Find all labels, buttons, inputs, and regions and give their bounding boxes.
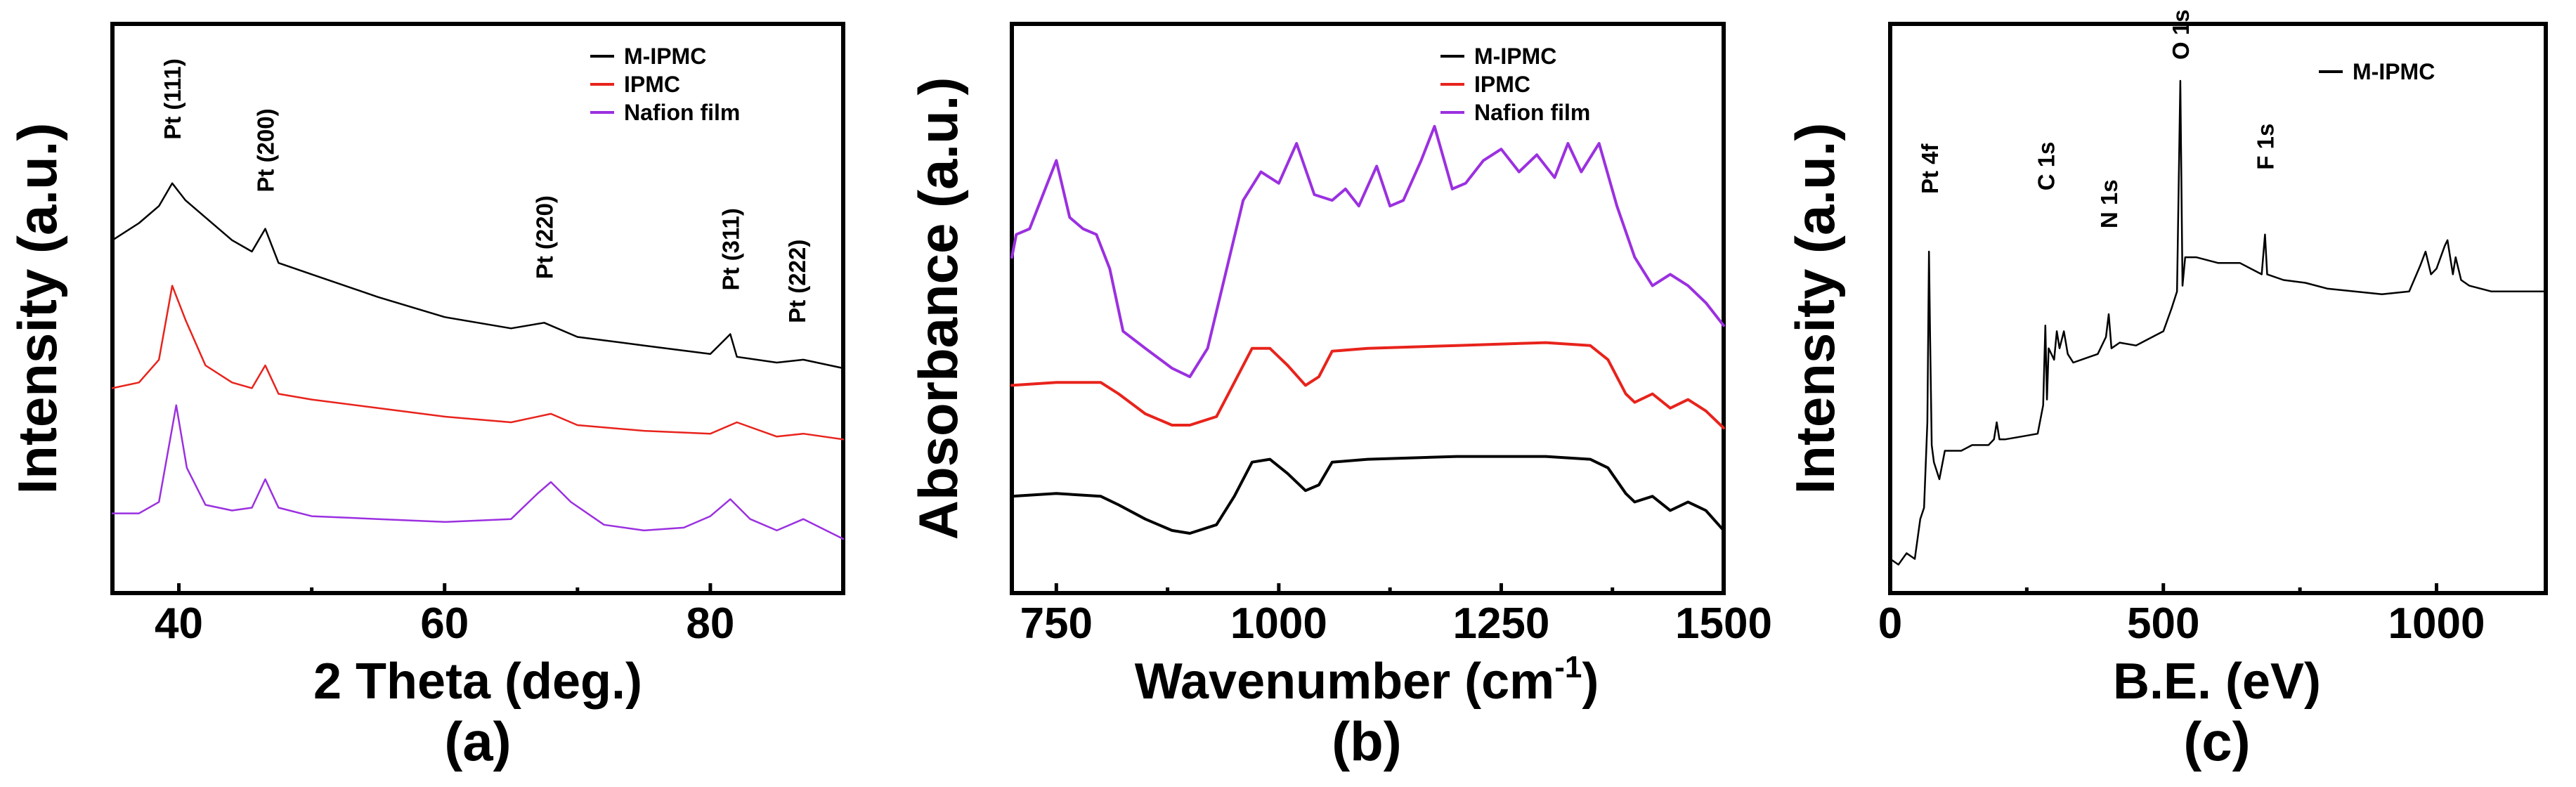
panel-a-y-axis-label: Intensity (a.u.) [6, 123, 68, 495]
panel-b-series-nafion-film [1010, 124, 1725, 379]
panel-b-x-tick-label: 1000 [1230, 599, 1327, 648]
panel-b-x-axis-label-superscript: -1 [1554, 650, 1582, 684]
panel-a-x-axis-label: 2 Theta (deg.) [313, 653, 642, 710]
panel-b-x-tick-label: 750 [1020, 599, 1093, 648]
panel-c-x-axis-label: B.E. (eV) [2113, 653, 2321, 710]
panel-c-annotations: Pt 4f C 1s N 1s O 1s F 1s [1917, 9, 2278, 228]
panel-b-legend-label: M-IPMC [1474, 44, 1556, 69]
panel-a: 40 60 80 Pt (111)Pt (200)Pt (220) Pt (311) P… [6, 22, 845, 772]
panel-a-label: (a) [444, 710, 511, 772]
panel-b-series-group [1010, 124, 1725, 535]
panel-c-y-axis-label: Intensity (a.u.) [1784, 123, 1846, 495]
panel-b-x-axis-label: Wavenumber (cm-1) [1135, 650, 1599, 710]
panel-b-x-axis-label-main: Wavenumber (cm [1135, 653, 1554, 710]
panel-b-legend: M-IPMC IPMC Nafion film [1440, 44, 1590, 125]
panel-b-x-tick-label: 1500 [1675, 599, 1772, 648]
panel-a-legend-label: Nafion film [624, 100, 740, 125]
panel-b: 750 1000 1250 1500 M-IPMC IPMC Nafion film Ab… [907, 22, 1772, 772]
panel-a-x-tick-label: 60 [420, 599, 469, 648]
panel-a-x-tick-label: 40 [155, 599, 203, 648]
panel-c-series-group [1889, 79, 2547, 566]
panel-b-label: (b) [1332, 710, 1402, 772]
panel-b-legend-label: Nafion film [1474, 100, 1590, 125]
panel-c-peak-annotation: C 1s [2034, 142, 2060, 191]
panel-b-y-axis-label: Absorbance (a.u.) [907, 77, 969, 540]
panel-a-legend-label: M-IPMC [624, 44, 706, 69]
panel-a-x-tick-label: 80 [686, 599, 734, 648]
panel-b-series-m-ipmc [1010, 455, 1725, 535]
panel-c-peak-annotation: Pt 4f [1917, 143, 1943, 194]
panel-b-x-axis-label-suffix: ) [1582, 653, 1599, 710]
panel-c-x-tick-label: 500 [2127, 599, 2199, 648]
panel-a-peak-annotation: Pt (220) [532, 195, 558, 279]
panel-a-series-ipmc [111, 285, 845, 441]
panel-a-peak-annotation: Pt (222) [784, 240, 810, 323]
panel-a-annotations: Pt (111) Pt (200) Pt (220) Pt (311) Pt (222) [160, 58, 810, 323]
panel-c-x-ticks: 0 500 1000 [1878, 583, 2485, 648]
panel-c: 0 500 1000 Pt 4f C 1s N 1s O 1s F 1s M-IPMC In… [1784, 9, 2548, 772]
panel-c-legend: M-IPMC [2319, 59, 2435, 84]
panel-a-plot-frame [110, 22, 845, 595]
panel-c-label: (c) [2183, 710, 2250, 772]
panel-a-series-m-ipmc [111, 182, 845, 370]
panel-b-x-tick-label: 1250 [1452, 599, 1549, 648]
panel-c-peak-annotation: N 1s [2096, 179, 2122, 228]
panel-c-peak-annotation: F 1s [2252, 124, 2278, 170]
panel-a-peak-annotation: Pt (200) [253, 108, 279, 192]
panel-a-x-ticks: 40 60 80 [155, 583, 734, 648]
panel-a-legend: M-IPMC IPMC Nafion film [590, 44, 740, 125]
panel-a-peak-annotation: Pt (311) [717, 208, 743, 290]
panel-a-peak-annotation: Pt (111) [160, 58, 186, 140]
panel-c-plot-frame [1888, 22, 2548, 595]
panel-a-series-nafion-film [111, 404, 845, 540]
panel-c-x-tick-label: 0 [1878, 599, 1902, 648]
panel-c-peak-annotation: O 1s [2168, 9, 2194, 60]
panel-b-series-ipmc [1010, 341, 1725, 430]
panel-b-legend-label: IPMC [1474, 72, 1530, 97]
panel-c-x-tick-label: 1000 [2388, 599, 2485, 648]
panel-c-series-m-ipmc [1889, 79, 2547, 566]
panel-b-x-ticks: 750 1000 1250 1500 [1020, 583, 1772, 648]
panel-a-series-group [111, 182, 845, 540]
panel-b-plot-frame [1010, 22, 1726, 595]
panel-a-legend-label: IPMC [624, 72, 680, 97]
panel-c-legend-label: M-IPMC [2353, 59, 2435, 84]
